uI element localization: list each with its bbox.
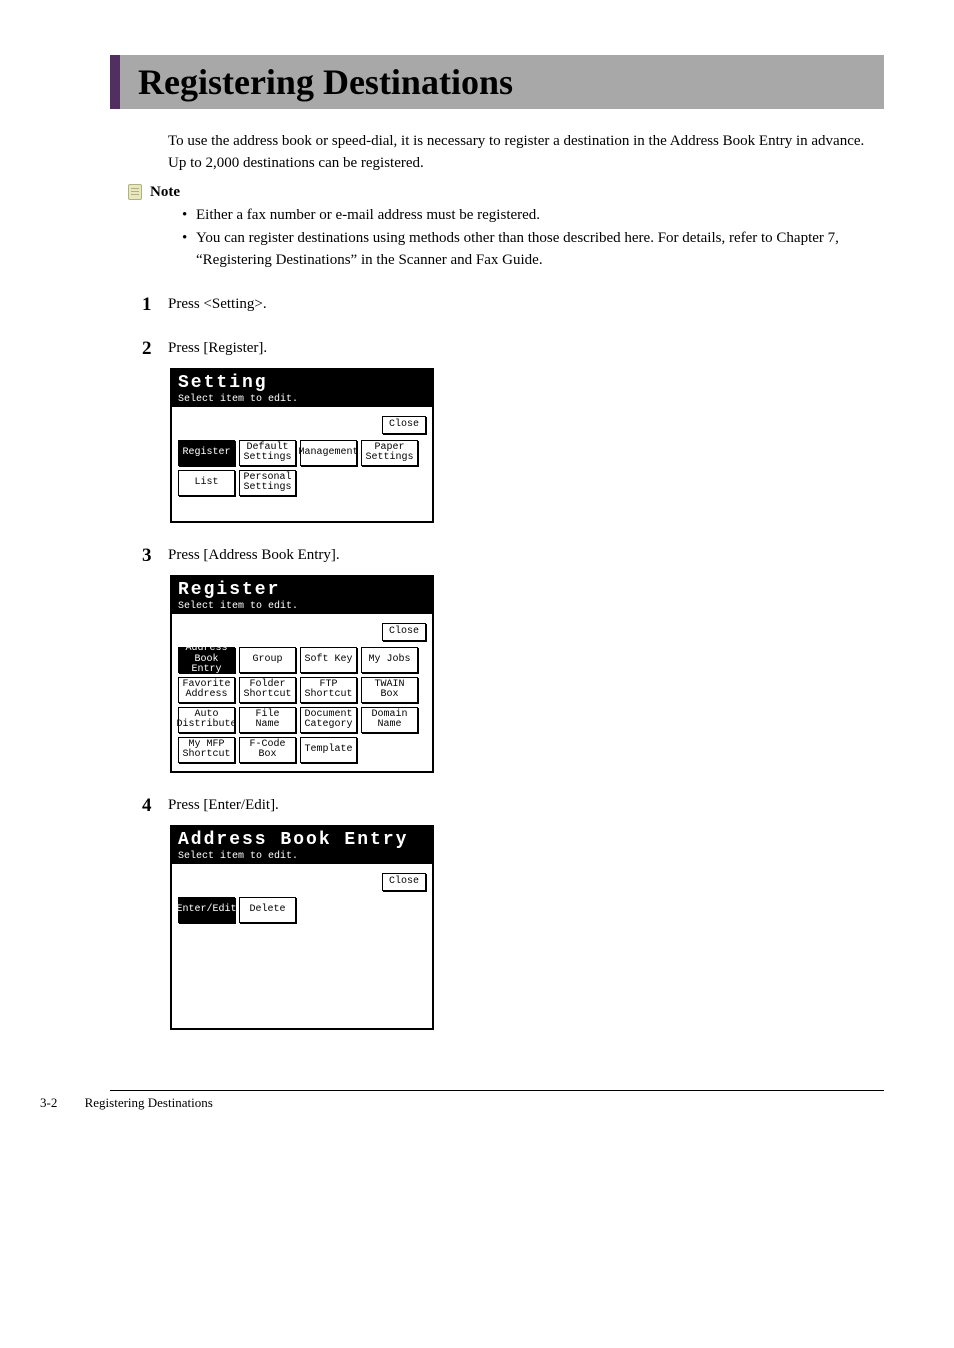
lcd-header: Register Select item to edit. (172, 577, 432, 614)
step-text: Press [Register]. (168, 338, 267, 357)
lcd-close-row: Close (178, 870, 426, 891)
note-icon (128, 184, 142, 200)
file-name-button[interactable]: File Name (239, 707, 296, 733)
paper-settings-button[interactable]: PaperSettings (361, 440, 418, 466)
note-item: You can register destinations using meth… (182, 228, 884, 272)
lcd-panel: Address Book Entry Select item to edit. … (170, 825, 434, 1030)
favorite-address-button[interactable]: FavoriteAddress (178, 677, 235, 703)
lcd-body: Close AddressBook Entry Group Soft Key M… (172, 614, 432, 771)
close-button[interactable]: Close (382, 873, 426, 891)
lcd-subtitle: Select item to edit. (178, 601, 426, 612)
step-text: Press [Enter/Edit]. (168, 795, 279, 814)
lcd-title: Address Book Entry (178, 831, 426, 849)
lcd-body: Close Enter/Edit Delete (172, 864, 432, 1028)
address-book-entry-button[interactable]: AddressBook Entry (178, 647, 235, 673)
footer-section-title: Registering Destinations (85, 1095, 213, 1110)
note-item: Either a fax number or e-mail address mu… (182, 205, 884, 227)
lcd-header: Setting Select item to edit. (172, 370, 432, 407)
lcd-close-row: Close (178, 413, 426, 434)
step-number: 1 (142, 294, 164, 316)
ftp-shortcut-button[interactable]: FTPShortcut (300, 677, 357, 703)
lcd-subtitle: Select item to edit. (178, 851, 426, 862)
lcd-title: Register (178, 581, 426, 599)
default-settings-button[interactable]: DefaultSettings (239, 440, 296, 466)
close-button[interactable]: Close (382, 623, 426, 641)
lcd-title: Setting (178, 374, 426, 392)
lcd-subtitle: Select item to edit. (178, 394, 426, 405)
screenshot-address-book-entry: Address Book Entry Select item to edit. … (170, 825, 884, 1030)
step-1: 1 Press <Setting>. (142, 294, 884, 316)
step-3: 3 Press [Address Book Entry]. (142, 545, 884, 567)
template-button[interactable]: Template (300, 737, 357, 763)
folder-shortcut-button[interactable]: FolderShortcut (239, 677, 296, 703)
lcd-body: Close Register DefaultSettings Managemen… (172, 407, 432, 521)
step-number: 2 (142, 338, 164, 360)
lcd-button-grid: Register DefaultSettings Management Pape… (178, 440, 426, 496)
step-4: 4 Press [Enter/Edit]. (142, 795, 884, 817)
note-heading: Note (128, 183, 884, 201)
lcd-panel: Register Select item to edit. Close Addr… (170, 575, 434, 773)
intro-paragraph: To use the address book or speed-dial, i… (168, 131, 884, 175)
group-button[interactable]: Group (239, 647, 296, 673)
note-list: Either a fax number or e-mail address mu… (182, 205, 884, 272)
register-button[interactable]: Register (178, 440, 235, 466)
lcd-close-row: Close (178, 620, 426, 641)
close-button[interactable]: Close (382, 416, 426, 434)
document-category-button[interactable]: DocumentCategory (300, 707, 357, 733)
fcode-box-button[interactable]: F-CodeBox (239, 737, 296, 763)
enter-edit-button[interactable]: Enter/Edit (178, 897, 235, 923)
step-2: 2 Press [Register]. (142, 338, 884, 360)
step-number: 4 (142, 795, 164, 817)
lcd-panel: Setting Select item to edit. Close Regis… (170, 368, 434, 523)
note-label: Note (150, 183, 180, 199)
lcd-button-grid: Enter/Edit Delete (178, 897, 426, 923)
auto-distribute-button[interactable]: AutoDistribute (178, 707, 235, 733)
screenshot-setting: Setting Select item to edit. Close Regis… (170, 368, 884, 523)
page: Registering Destinations To use the addr… (0, 0, 954, 1141)
step-text: Press <Setting>. (168, 294, 267, 313)
management-button[interactable]: Management (300, 440, 357, 466)
delete-button[interactable]: Delete (239, 897, 296, 923)
chapter-title: Registering Destinations (138, 61, 884, 103)
page-footer: 3-2 Registering Destinations (110, 1090, 884, 1111)
my-jobs-button[interactable]: My Jobs (361, 647, 418, 673)
my-mfp-shortcut-button[interactable]: My MFPShortcut (178, 737, 235, 763)
step-number: 3 (142, 545, 164, 567)
personal-settings-button[interactable]: PersonalSettings (239, 470, 296, 496)
lcd-header: Address Book Entry Select item to edit. (172, 827, 432, 864)
chapter-title-bar: Registering Destinations (110, 55, 884, 109)
lcd-button-grid: AddressBook Entry Group Soft Key My Jobs… (178, 647, 426, 763)
list-button[interactable]: List (178, 470, 235, 496)
domain-name-button[interactable]: DomainName (361, 707, 418, 733)
soft-key-button[interactable]: Soft Key (300, 647, 357, 673)
step-text: Press [Address Book Entry]. (168, 545, 340, 564)
page-number: 3-2 (40, 1095, 57, 1111)
twain-box-button[interactable]: TWAIN Box (361, 677, 418, 703)
screenshot-register: Register Select item to edit. Close Addr… (170, 575, 884, 773)
